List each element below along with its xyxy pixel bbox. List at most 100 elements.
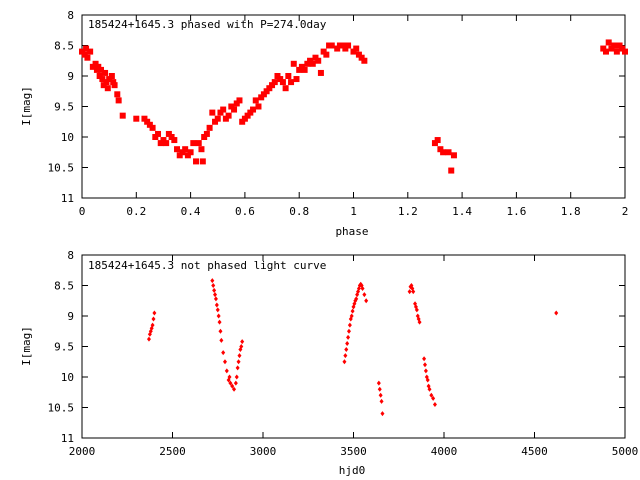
phased-data-point (298, 63, 305, 70)
phased-data-point (619, 45, 626, 52)
phased-data-point (95, 63, 102, 70)
phased-x-ticks: 0 0.2 0.4 0.6 0.8 1 1.2 1.4 1.6 1.8 2 (79, 15, 628, 218)
unphased-data-point (346, 334, 351, 340)
phased-data-point (312, 54, 319, 61)
phased-y-ticks: 8 8.5 9 9.5 10 10.5 11 (48, 9, 625, 205)
phased-x-tick-label: 0.6 (235, 205, 255, 218)
phased-data-point (277, 76, 284, 83)
unphased-data-point (218, 328, 223, 334)
unphased-data-point (222, 359, 227, 365)
phased-data-point (296, 66, 303, 73)
phased-data-point (353, 45, 360, 52)
unphased-data-point (213, 292, 218, 298)
unphased-data-point (425, 377, 430, 383)
phased-y-tick-label: 9.5 (54, 101, 74, 114)
phased-data-point (98, 66, 105, 73)
phased-data-point (160, 137, 167, 144)
unphased-data-point (343, 353, 348, 359)
phased-data-point (279, 79, 286, 86)
phased-data-point (198, 146, 205, 153)
phased-data-point (133, 115, 140, 122)
unphased-data-point (215, 307, 220, 313)
unphased-data-point (422, 362, 427, 368)
unphased-data-point (146, 336, 151, 342)
phased-data-point (282, 85, 289, 92)
phased-data-point (114, 91, 121, 98)
phased-data-point (99, 76, 106, 83)
phased-data-point (258, 94, 265, 101)
unphased-data-point (234, 374, 239, 380)
phased-data-point (155, 130, 162, 137)
phased-data-point (339, 42, 346, 49)
unphased-data-point (349, 313, 354, 319)
unphased-data-point (235, 365, 240, 371)
phased-data-point (103, 79, 110, 86)
unphased-data-point (411, 289, 416, 295)
unphased-data-point (376, 380, 381, 386)
phased-data-point (119, 112, 126, 119)
phased-data-point (108, 73, 115, 79)
unphased-data-point (230, 383, 235, 389)
phased-data-point (309, 60, 316, 67)
phased-data-point (600, 45, 607, 52)
phased-x-tick-label: 1.8 (561, 205, 581, 218)
phased-data-point (212, 118, 219, 125)
unphased-data-point (344, 347, 349, 353)
phased-data-point (201, 134, 208, 140)
phased-data-point (263, 88, 270, 95)
phased-data-point (320, 48, 327, 55)
phased-data-point (605, 39, 612, 46)
phased-y-tick-label: 8.5 (54, 40, 74, 53)
unphased-data-point (237, 353, 242, 359)
phased-data-point (92, 60, 99, 67)
phased-data-point (184, 152, 191, 159)
phased-data-point (236, 97, 243, 104)
phased-data-point (217, 109, 224, 116)
phased-data-point (104, 85, 111, 92)
phased-data-point (106, 76, 113, 83)
phased-data-point (195, 140, 202, 147)
unphased-y-tick-label: 8.5 (54, 280, 74, 293)
unphased-y-tick-label: 11 (61, 432, 74, 445)
unphased-data-point (214, 302, 219, 308)
unphased-data-point (431, 395, 436, 401)
phased-data-point (182, 146, 189, 153)
unphased-data-point (224, 368, 229, 374)
phased-data-points (79, 39, 628, 174)
unphased-x-tick-label: 5000 (612, 445, 639, 458)
phased-data-point (89, 63, 96, 70)
phased-data-point (222, 115, 229, 122)
phased-data-point (611, 42, 618, 49)
unphased-data-point (219, 337, 224, 343)
unphased-data-point (354, 296, 359, 302)
unphased-data-point (228, 380, 233, 386)
phased-data-point (179, 149, 186, 156)
unphased-data-point (407, 289, 412, 295)
phased-x-tick-label: 1.2 (398, 205, 418, 218)
phased-data-point (440, 149, 447, 156)
phased-data-point (307, 57, 314, 64)
phased-data-point (334, 45, 341, 52)
phased-data-point (345, 42, 352, 49)
phased-data-point (144, 118, 151, 125)
phased-data-point (96, 73, 103, 79)
phased-data-point (252, 97, 259, 104)
phased-data-point (613, 48, 620, 55)
unphased-data-point (377, 386, 382, 392)
phased-data-point (616, 42, 623, 49)
unphased-data-point (364, 298, 369, 304)
unphased-x-tick-label: 2500 (159, 445, 186, 458)
phased-data-point (165, 130, 172, 137)
phased-x-tick-label: 1.4 (452, 205, 472, 218)
unphased-data-point (342, 359, 347, 365)
phased-data-point (361, 57, 368, 64)
unphased-data-point (423, 368, 428, 374)
phased-data-point (269, 82, 276, 89)
phased-x-tick-label: 0.8 (289, 205, 309, 218)
phased-data-point (358, 54, 365, 61)
phased-data-point (323, 51, 330, 58)
phased-data-point (111, 82, 118, 89)
phased-data-point (171, 137, 178, 144)
phased-data-point (255, 103, 262, 110)
unphased-y-tick-label: 9.5 (54, 341, 74, 354)
